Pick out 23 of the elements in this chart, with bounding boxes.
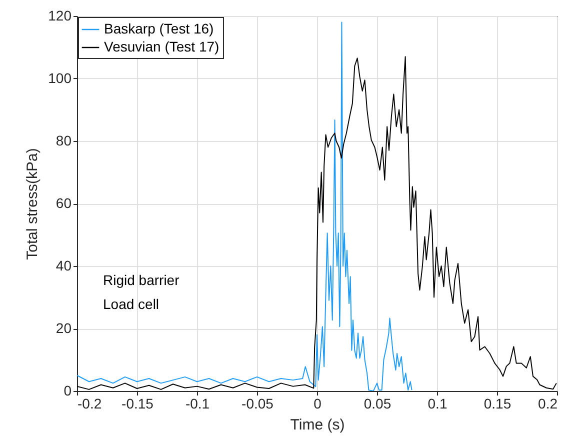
y-axis-title: Total stress(kPa) [24,148,42,260]
x-tick-label: -0.1 [185,396,210,412]
x-tick-label: 0.2 [538,396,558,412]
legend-label: Vesuvian (Test 17) [104,38,220,54]
line-series [77,22,412,391]
y-tick-label: 100 [48,70,72,86]
annotation: Rigid barrier [103,272,180,288]
x-tick-label: -0.2 [78,396,102,412]
x-tick-label: -0.05 [242,396,274,412]
x-axis-title: Time (s) [290,416,345,434]
x-tick-label: 0.15 [484,396,512,412]
y-tick-label: 120 [48,8,72,24]
y-tick-label: 60 [56,195,72,211]
y-tick-label: 80 [56,132,72,148]
y-tick-label: 20 [56,320,72,336]
x-tick-label: 0.05 [364,396,392,412]
legend-label: Baskarp (Test 16) [104,20,214,36]
x-tick-label: -0.15 [122,396,154,412]
x-tick-label: 0.1 [428,396,448,412]
y-tick-label: 0 [64,382,72,398]
x-tick-label: 0 [314,396,322,412]
annotation: Load cell [103,296,160,312]
y-tick-label: 40 [56,258,72,274]
